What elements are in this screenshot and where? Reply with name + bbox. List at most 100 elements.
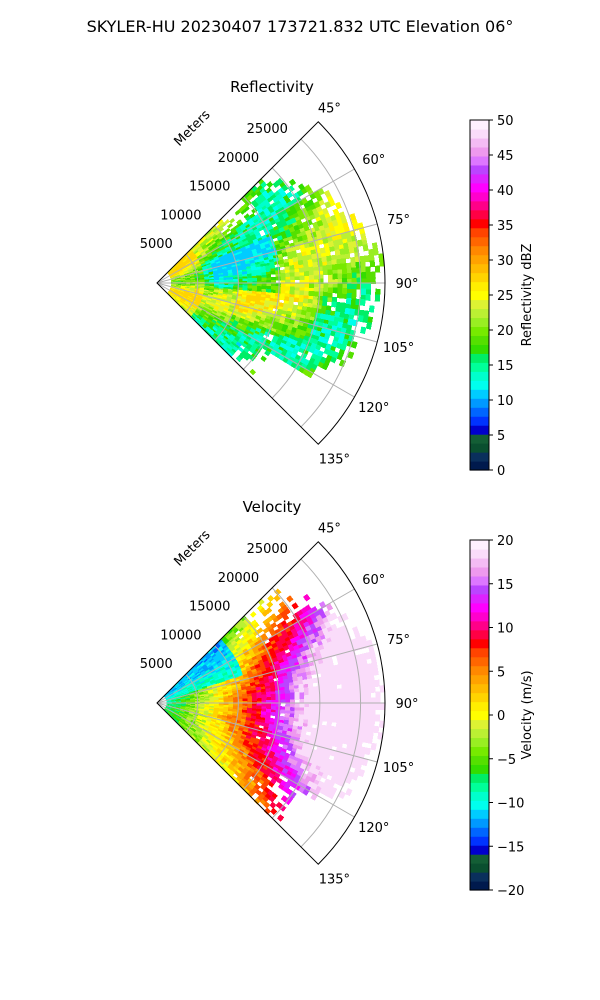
velocity-colorbar-swatch-12 <box>470 773 489 783</box>
velocity-colorbar-swatch-13 <box>470 764 489 774</box>
reflectivity-colorbar-swatch-32 <box>470 173 489 184</box>
reflectivity-data-cells-13 <box>207 235 277 348</box>
velocity-colorbar-swatch-18 <box>470 719 489 730</box>
reflectivity-colorbar-tick-label-4: 20 <box>497 324 514 339</box>
velocity-colorbar-swatch-22 <box>470 683 489 694</box>
velocity-panel: Velocity 5000 10000 15000 20000 25000 45° 60°… <box>140 498 535 899</box>
velocity-range-tick-label-1: 10000 <box>160 628 201 643</box>
velocity-data-cells-13 <box>202 622 260 781</box>
velocity-azimuth-gridline-2 <box>156 643 378 704</box>
reflectivity-colorbar-swatch-18 <box>470 299 489 310</box>
reflectivity-colorbar-swatch-17 <box>470 308 489 319</box>
velocity-azimuth-gridline-4 <box>156 702 378 763</box>
velocity-colorbar-swatch-10 <box>470 791 489 801</box>
velocity-azimuth-gridline-5 <box>156 702 355 818</box>
velocity-range-tick-label-2: 15000 <box>189 600 230 615</box>
reflectivity-data-cells-4 <box>170 187 379 332</box>
velocity-azimuth-tick-label-6: 135° <box>319 872 350 887</box>
reflectivity-title: Reflectivity <box>230 78 314 96</box>
reflectivity-data-cells-7 <box>171 178 381 371</box>
reflectivity-colorbar-swatch-0 <box>470 461 489 471</box>
velocity-colorbar-swatch-15 <box>470 746 489 756</box>
velocity-colorbar-swatch-21 <box>470 692 489 703</box>
velocity-data-cells-0 <box>163 645 244 703</box>
velocity-data-cells-22 <box>251 609 308 812</box>
velocity-colorbar-tick-label-5: 5 <box>497 665 505 680</box>
velocity-colorbar: −20 −15 −10 −5 0 5 10 15 20 <box>469 534 524 899</box>
reflectivity-azimuth-tick-label-3: 90° <box>395 277 418 292</box>
reflectivity-data-layer <box>167 177 385 379</box>
reflectivity-colorbar-tick-label-5: 25 <box>497 289 514 304</box>
reflectivity-colorbar-swatch-8 <box>470 389 489 399</box>
velocity-colorbar-swatch-20 <box>470 701 489 712</box>
reflectivity-colorbar-swatch-9 <box>470 380 489 390</box>
velocity-azimuth-tick-label-3: 90° <box>395 697 418 712</box>
velocity-range-ticks: 5000 10000 15000 20000 25000 <box>140 542 288 672</box>
reflectivity-data-cells-5 <box>167 189 367 325</box>
velocity-colorbar-tick-label-2: −10 <box>497 797 524 812</box>
reflectivity-sector-frame <box>156 121 386 445</box>
reflectivity-azimuth-gridline-5 <box>156 282 355 398</box>
reflectivity-frame <box>156 121 386 445</box>
reflectivity-colorbar-swatch-33 <box>470 164 489 175</box>
velocity-colorbar-swatch-4 <box>470 845 489 855</box>
velocity-colorbar-swatch-26 <box>470 647 489 658</box>
reflectivity-azimuth-tick-label-0: 45° <box>318 102 341 117</box>
velocity-colorbar-swatch-5 <box>470 836 489 846</box>
velocity-colorbar-swatch-2 <box>470 863 489 873</box>
reflectivity-range-label: Meters <box>171 107 213 149</box>
velocity-colorbar-swatch-38 <box>470 540 489 550</box>
velocity-colorbar-swatch-29 <box>470 620 489 631</box>
velocity-azimuth-tick-label-5: 120° <box>358 821 389 836</box>
velocity-colorbar-swatch-32 <box>470 593 489 604</box>
velocity-azimuth-tick-label-1: 60° <box>362 573 385 588</box>
velocity-colorbar-swatch-37 <box>470 548 489 559</box>
velocity-data-cells-19 <box>256 593 315 803</box>
reflectivity-range-tick-label-0: 5000 <box>140 237 173 252</box>
reflectivity-data-cells-1 <box>167 213 357 317</box>
reflectivity-range-ticks: 5000 10000 15000 20000 25000 <box>140 122 288 252</box>
velocity-colorbar-swatch-31 <box>470 602 489 613</box>
reflectivity-colorbar-swatch-36 <box>470 137 489 148</box>
reflectivity-colorbar-swatch-6 <box>470 407 489 417</box>
velocity-data-cells-3 <box>163 640 240 701</box>
reflectivity-colorbar-swatch-31 <box>470 182 489 193</box>
velocity-colorbar-tick-label-8: 20 <box>497 534 514 549</box>
reflectivity-colorbar-swatch-28 <box>470 209 489 220</box>
reflectivity-colorbar-swatch-21 <box>470 272 489 283</box>
reflectivity-colorbar-swatch-25 <box>470 236 489 247</box>
reflectivity-azimuth-tick-label-5: 120° <box>358 401 389 416</box>
reflectivity-colorbar-tick-label-3: 15 <box>497 359 514 374</box>
velocity-colorbar-swatch-36 <box>470 557 489 568</box>
velocity-data-cells-17 <box>235 607 294 815</box>
velocity-colorbar-swatch-6 <box>470 827 489 837</box>
reflectivity-azimuth-ticks: 45° 60° 75° 90° 105° 120° 135° <box>318 102 419 468</box>
reflectivity-colorbar-swatch-5 <box>470 416 489 426</box>
reflectivity-azimuth-tick-label-4: 105° <box>383 341 414 356</box>
velocity-azimuth-ticks: 45° 60° 75° 90° 105° 120° 135° <box>318 522 419 888</box>
reflectivity-colorbar-tick-label-7: 35 <box>497 219 514 234</box>
velocity-colorbar-tick-label-1: −15 <box>497 840 524 855</box>
reflectivity-range-tick-label-4: 25000 <box>247 122 288 137</box>
reflectivity-range-tick-label-2: 15000 <box>189 180 230 195</box>
reflectivity-data-cells-10 <box>192 181 375 371</box>
reflectivity-colorbar-swatch-4 <box>470 425 489 435</box>
velocity-colorbar-tick-label-4: 0 <box>497 709 505 724</box>
velocity-colorbar-tick-label-3: −5 <box>497 753 516 768</box>
velocity-data-cells-30 <box>292 612 386 800</box>
reflectivity-colorbar-swatch-16 <box>470 317 489 328</box>
velocity-data-cells-6 <box>184 618 252 771</box>
reflectivity-colorbar-swatch-37 <box>470 128 489 139</box>
reflectivity-azimuth-tick-label-1: 60° <box>362 153 385 168</box>
velocity-colorbar-tick-label-6: 10 <box>497 622 514 637</box>
reflectivity-colorbar-tick-label-9: 45 <box>497 149 514 164</box>
velocity-range-label: Meters <box>171 527 213 569</box>
velocity-colorbar-swatch-34 <box>470 575 489 586</box>
reflectivity-azimuth-gridline-2 <box>156 223 378 284</box>
reflectivity-colorbar-swatch-30 <box>470 191 489 202</box>
velocity-colorbar-swatch-8 <box>470 809 489 819</box>
velocity-colorbar-swatch-28 <box>470 629 489 640</box>
reflectivity-data-cells-11 <box>193 187 359 359</box>
velocity-data-layer <box>163 588 386 822</box>
